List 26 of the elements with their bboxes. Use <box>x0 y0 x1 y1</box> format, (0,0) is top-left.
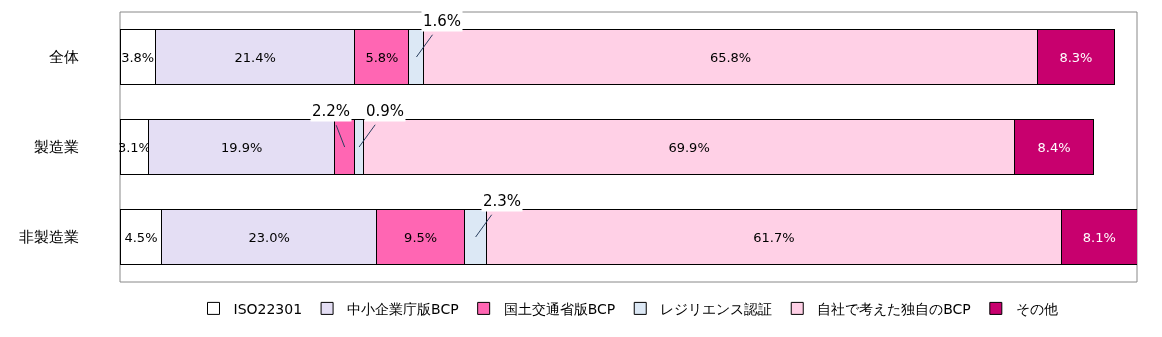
data-label: 8.3% <box>1059 49 1093 65</box>
data-label: 65.8% <box>709 49 752 65</box>
legend-label: レジリエンス認証 <box>660 300 773 317</box>
data-label: 0.9% <box>366 102 405 120</box>
legend-label: 国土交通省版BCP <box>503 300 616 317</box>
data-label: 69.9% <box>668 139 710 155</box>
data-label: 8.4% <box>1037 139 1071 155</box>
data-label: 1.6% <box>423 12 462 30</box>
data-label: 4.5% <box>124 229 158 245</box>
data-label: 23.0% <box>248 229 290 245</box>
data-label: 19.9% <box>220 139 263 155</box>
y-tick-label: 非製造業 <box>19 228 79 247</box>
legend-label: 中小企業庁版BCP <box>347 300 459 317</box>
y-tick-label: 製造業 <box>34 138 79 157</box>
data-label: 21.4% <box>234 49 276 65</box>
data-label: 2.3% <box>483 192 522 210</box>
data-label: 5.8% <box>365 49 399 65</box>
data-label: 9.5% <box>404 229 438 245</box>
data-label: 8.1% <box>1082 229 1116 245</box>
y-tick-label: 全体 <box>49 48 79 67</box>
legend-label: その他 <box>1015 300 1058 317</box>
data-label: 3.8% <box>121 49 155 65</box>
data-label: 2.2% <box>312 102 351 120</box>
legend-label: ISO22301 <box>233 300 303 317</box>
legend-label: 自社で考えた独自のBCP <box>817 300 971 317</box>
data-label: 61.7% <box>753 229 795 245</box>
